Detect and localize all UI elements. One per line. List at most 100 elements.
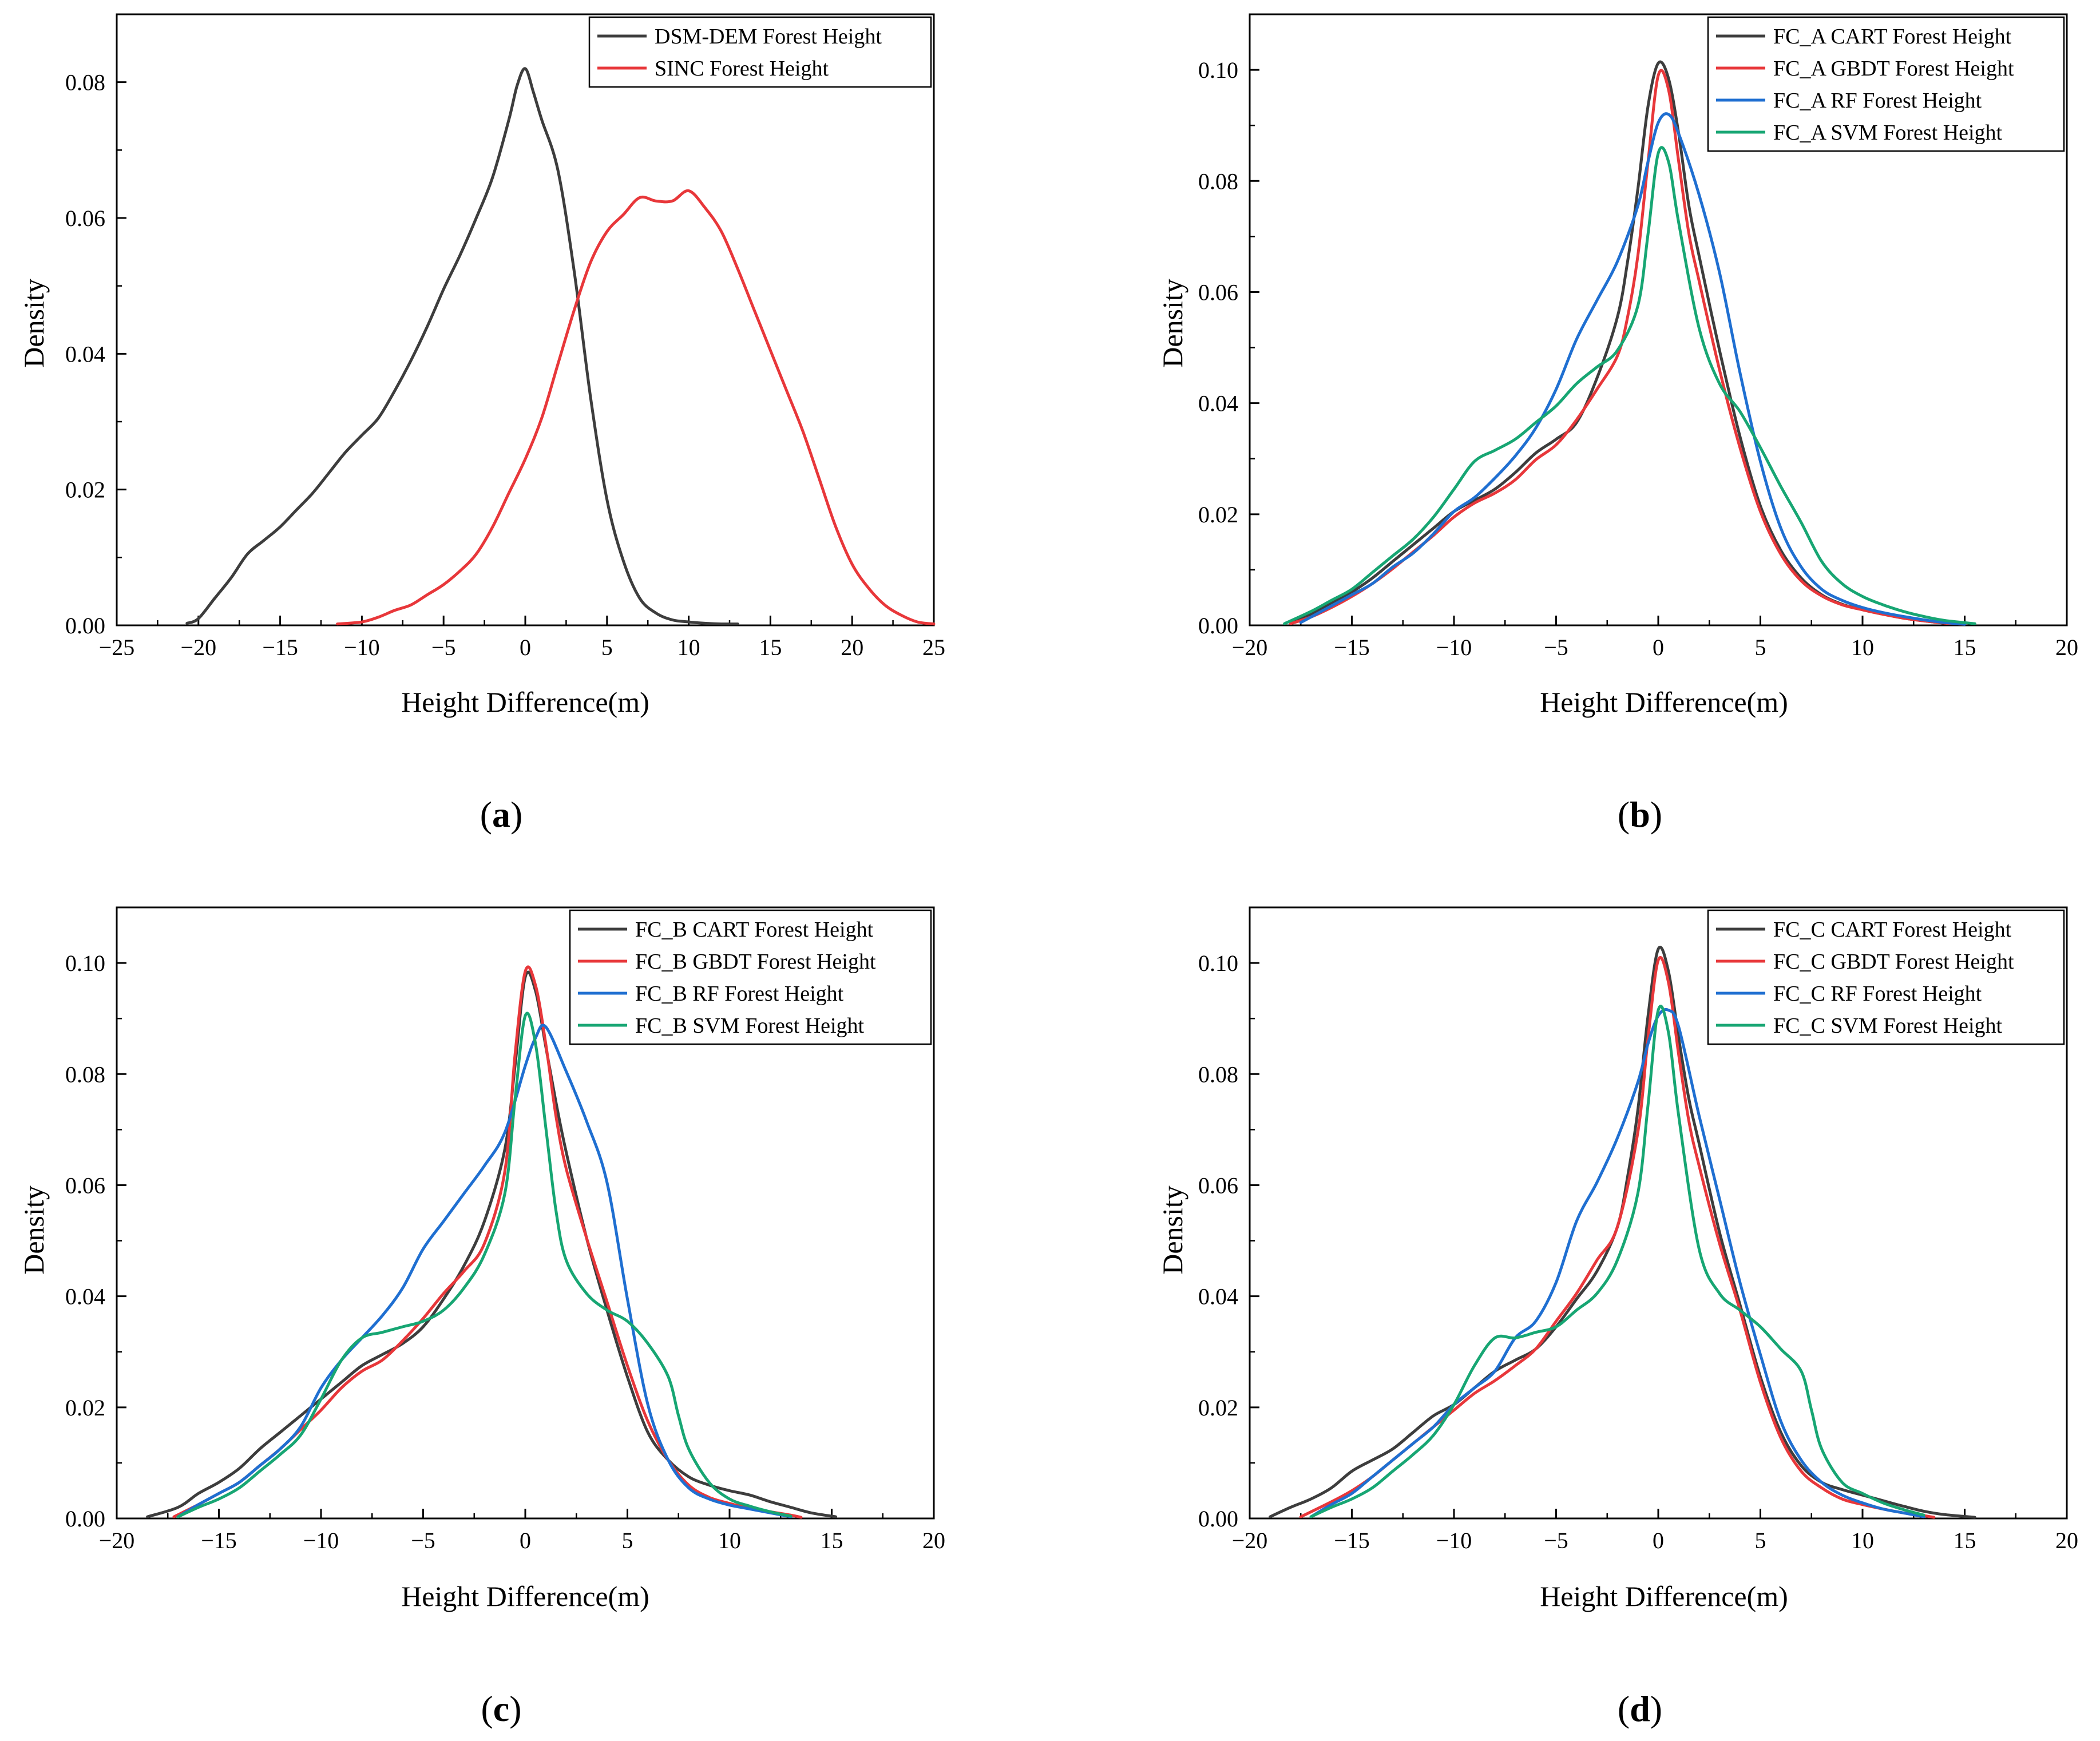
x-tick-label: 20 <box>922 1528 945 1553</box>
legend-label: FC_A CART Forest Height <box>1773 25 2012 49</box>
y-tick-label: 0.06 <box>65 205 105 231</box>
panel-label-letter: b <box>1630 794 1650 835</box>
panel-label-b: (b) <box>1618 794 1662 835</box>
y-axis-ticks: 0.00 0.02 0.04 0.06 0.08 <box>65 70 126 639</box>
y-tick-label: 0.02 <box>65 477 105 503</box>
x-tick-label: −5 <box>411 1528 435 1553</box>
y-axis-ticks: 0.00 0.02 0.04 0.06 0.08 0.10 <box>1198 57 1259 639</box>
legend-label: FC_C RF Forest Height <box>1773 982 1982 1006</box>
series-lines <box>146 965 838 1519</box>
x-tick-label: −10 <box>344 634 380 660</box>
legend-label: FC_A GBDT Forest Height <box>1773 57 2014 81</box>
y-tick-label: 0.10 <box>65 950 105 976</box>
y-tick-label: 0.06 <box>1198 279 1238 305</box>
legend-label: FC_B SVM Forest Height <box>635 1014 865 1038</box>
y-tick-label: 0.04 <box>1198 391 1238 417</box>
y-tick-label: 0.02 <box>1198 502 1238 528</box>
series-line-dsm-dem-forest-height <box>185 67 739 626</box>
y-tick-label: 0.04 <box>65 341 105 367</box>
x-tick-label: −5 <box>1544 1528 1568 1553</box>
legend: DSM-DEM Forest Height SINC Forest Height <box>588 16 932 88</box>
y-tick-label: 0.02 <box>65 1395 105 1421</box>
x-tick-label: 15 <box>759 634 782 660</box>
y-tick-label: 0.00 <box>1198 613 1238 639</box>
legend-label: DSM-DEM Forest Height <box>655 25 882 49</box>
series-line-sinc-forest-height <box>336 189 936 626</box>
legend-box <box>569 909 932 1045</box>
x-tick-label: 0 <box>520 634 531 660</box>
legend: FC_C CART Forest Height FC_C GBDT Forest … <box>1707 909 2065 1045</box>
legend-label: SINC Forest Height <box>655 57 829 81</box>
series-lines <box>1269 946 1976 1519</box>
legend-label: FC_A RF Forest Height <box>1773 89 1982 113</box>
legend-label: FC_C CART Forest Height <box>1773 918 2012 942</box>
x-tick-label: 10 <box>1851 634 1874 660</box>
x-tick-label: −10 <box>1436 1528 1472 1553</box>
x-tick-label: 0 <box>1653 634 1664 660</box>
x-tick-label: −10 <box>303 1528 339 1553</box>
legend-label: FC_C SVM Forest Height <box>1773 1014 2003 1038</box>
panel-b: 0.00 0.02 0.04 0.06 0.08 0.10 −20 −15 −10 −5 0 5 10… <box>1156 13 2078 835</box>
x-tick-label: 0 <box>1653 1528 1664 1553</box>
y-tick-label: 0.06 <box>65 1172 105 1198</box>
x-tick-label: −15 <box>1334 1528 1370 1553</box>
x-tick-label: −5 <box>431 634 456 660</box>
series-line-fc-c-rf-forest-height <box>1309 1008 1925 1518</box>
series-lines <box>1283 60 1976 626</box>
x-axis-title: Height Difference(m) <box>401 686 649 718</box>
y-tick-label: 0.08 <box>1198 168 1238 194</box>
series-lines <box>185 67 936 626</box>
x-tick-label: −10 <box>1436 634 1472 660</box>
y-tick-label: 0.04 <box>1198 1284 1238 1310</box>
panel-c: 0.00 0.02 0.04 0.06 0.08 0.10 −20 −15 −10 −5 0 5 10… <box>18 906 945 1729</box>
y-axis-ticks: 0.00 0.02 0.04 0.06 0.08 0.10 <box>65 950 126 1532</box>
x-tick-label: 5 <box>622 1528 633 1553</box>
legend-label: FC_B CART Forest Height <box>635 918 874 942</box>
panel-d: 0.00 0.02 0.04 0.06 0.08 0.10 −20 −15 −10 −5 0 5 10… <box>1156 906 2078 1729</box>
y-axis-title: Density <box>1156 279 1188 368</box>
legend: FC_A CART Forest Height FC_A GBDT Forest … <box>1707 16 2065 152</box>
y-tick-label: 0.00 <box>1198 1506 1238 1532</box>
legend-label: FC_C GBDT Forest Height <box>1773 950 2014 974</box>
x-tick-label: 10 <box>677 634 700 660</box>
x-axis-ticks: −20 −15 −10 −5 0 5 10 15 20 <box>99 1509 945 1553</box>
x-tick-label: −15 <box>262 634 298 660</box>
legend-box <box>1707 16 2065 152</box>
panel-label-letter: d <box>1630 1688 1650 1729</box>
series-line-fc-a-svm-forest-height <box>1283 146 1976 625</box>
x-tick-label: −5 <box>1544 634 1568 660</box>
y-tick-label: 0.04 <box>65 1284 105 1310</box>
x-tick-label: 25 <box>922 634 945 660</box>
y-tick-label: 0.08 <box>65 1061 105 1087</box>
panel-a: 0.00 0.02 0.04 0.06 0.08 −25 −20 −15 −10 −5 0 5 10 1… <box>18 13 945 835</box>
legend: FC_B CART Forest Height FC_B GBDT Forest … <box>569 909 932 1045</box>
x-tick-label: 5 <box>1755 1528 1766 1553</box>
x-tick-label: 20 <box>2055 634 2078 660</box>
y-tick-label: 0.10 <box>1198 57 1238 83</box>
y-axis-ticks: 0.00 0.02 0.04 0.06 0.08 0.10 <box>1198 950 1259 1532</box>
panel-label-d: (d) <box>1618 1688 1662 1729</box>
legend-box <box>588 16 932 88</box>
y-tick-label: 0.00 <box>65 613 105 639</box>
y-axis-title: Density <box>18 279 50 368</box>
series-line-fc-b-svm-forest-height <box>176 1012 793 1518</box>
x-axis-title: Height Difference(m) <box>1540 1580 1788 1612</box>
x-tick-label: −20 <box>1232 634 1268 660</box>
legend-box <box>1707 909 2065 1045</box>
series-line-fc-a-rf-forest-height <box>1299 112 1966 626</box>
legend-label: FC_A SVM Forest Height <box>1773 121 2003 145</box>
y-axis-title: Density <box>18 1185 50 1275</box>
y-tick-label: 0.02 <box>1198 1395 1238 1421</box>
series-line-fc-c-svm-forest-height <box>1309 1005 1925 1518</box>
x-tick-label: 10 <box>1851 1528 1874 1553</box>
panel-label-a: (a) <box>480 794 523 835</box>
x-axis-title: Height Difference(m) <box>1540 686 1788 718</box>
x-tick-label: 15 <box>821 1528 843 1553</box>
y-tick-label: 0.08 <box>65 70 105 96</box>
x-tick-label: −15 <box>201 1528 237 1553</box>
y-tick-label: 0.10 <box>1198 950 1238 976</box>
panel-label-c: (c) <box>481 1688 521 1729</box>
x-tick-label: 15 <box>1954 634 1976 660</box>
